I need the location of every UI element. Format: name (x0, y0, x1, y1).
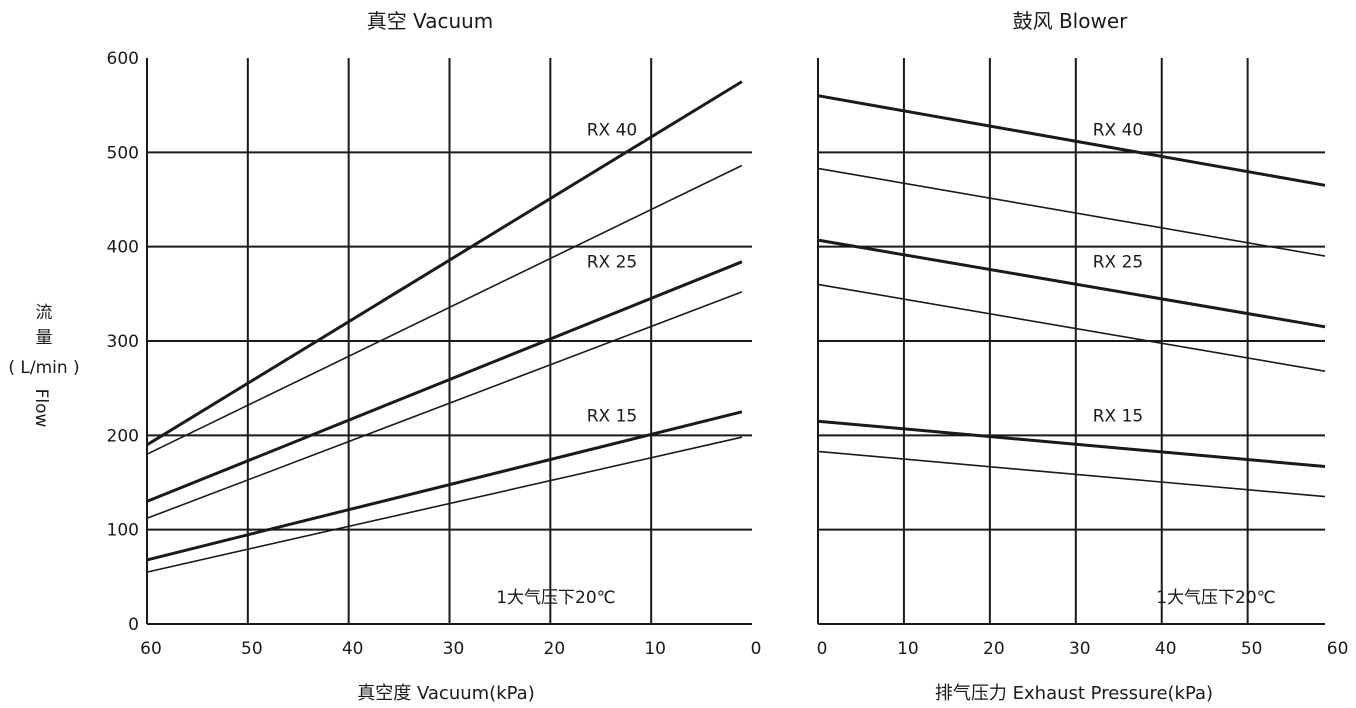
vacuum-y-tick-label: 400 (107, 238, 139, 258)
y-label-cn-1: 流 (36, 303, 53, 323)
vacuum-model-label: RX 40 (587, 120, 638, 140)
vacuum-model-label-bg (580, 404, 644, 427)
blower-model-label: RX 15 (1093, 406, 1144, 426)
blower-x-tick-label: 40 (1155, 639, 1177, 659)
blower-series-line-rx40-thin (817, 167, 1326, 257)
blower-chart-title: 鼓风 Blower (1013, 9, 1129, 33)
vacuum-x-tick-label: 60 (140, 639, 162, 659)
vacuum-y-tick-label: 200 (107, 426, 139, 446)
blower-series-line-rx15-thin (817, 450, 1326, 498)
vacuum-x-tick-label: 20 (544, 639, 566, 659)
blower-model-label: RX 40 (1093, 120, 1144, 140)
y-label-en: Flow (31, 389, 51, 428)
vacuum-series-line-rx25-bold (146, 260, 743, 503)
vacuum-y-tick-label: 500 (107, 143, 139, 163)
vacuum-series-line-rx40-bold (146, 80, 743, 447)
blower-x-tick-label: 0 (817, 639, 828, 659)
vacuum-y-tick-label: 100 (107, 521, 139, 541)
vacuum-note: 1大气压下20℃ (496, 588, 616, 608)
blower-series-line-rx15-bold (817, 419, 1326, 468)
y-label-unit: ( L/min ) (8, 358, 79, 378)
vacuum-series-line-rx40-thin (146, 164, 743, 455)
y-label-cn-2: 量 (36, 328, 53, 348)
shared-y-axis-label: 流 量 ( L/min ) Flow (8, 303, 79, 427)
blower-chart-panel: 鼓风 Blower 0 10 20 30 40 50 60 RX 40 RX 25 RX 15 1大气… (817, 9, 1349, 704)
vacuum-x-tick-label: 10 (644, 639, 666, 659)
vacuum-y-tick-label: 0 (128, 615, 139, 635)
blower-series-line-rx25-bold (817, 238, 1326, 329)
blower-x-tick-label: 10 (897, 639, 919, 659)
blower-x-tick-label: 50 (1241, 639, 1263, 659)
blower-model-label-bg (1086, 404, 1150, 427)
blower-model-label-bg (1086, 250, 1150, 273)
blower-series-line-rx25-thin (817, 283, 1326, 372)
vacuum-x-tick-label: 30 (443, 639, 465, 659)
vacuum-chart-title: 真空 Vacuum (367, 9, 494, 33)
blower-x-tick-label: 20 (983, 639, 1005, 659)
vacuum-x-tick-label: 0 (751, 639, 762, 659)
blower-model-label-bg (1086, 118, 1150, 141)
blower-x-tick-label: 30 (1069, 639, 1091, 659)
vacuum-series-line-rx15-thin (146, 436, 743, 573)
blower-x-tick-label: 60 (1327, 639, 1349, 659)
vacuum-x-axis-title: 真空度 Vacuum(kPa) (357, 683, 534, 704)
blower-x-axis-title: 排气压力 Exhaust Pressure(kPa) (935, 683, 1213, 704)
vacuum-x-tick-label: 50 (241, 639, 263, 659)
blower-model-label: RX 25 (1093, 253, 1144, 273)
vacuum-model-label-bg (580, 250, 644, 273)
vacuum-model-label-bg (580, 118, 644, 141)
blower-note: 1大气压下20℃ (1156, 588, 1276, 608)
vacuum-x-tick-label: 40 (342, 639, 364, 659)
vacuum-y-tick-label: 600 (107, 49, 139, 69)
vacuum-series-line-rx25-thin (146, 291, 743, 520)
blower-series-line-rx40-bold (817, 94, 1326, 187)
vacuum-y-tick-label: 300 (107, 332, 139, 352)
vacuum-model-label: RX 25 (587, 253, 638, 273)
vacuum-model-label: RX 15 (587, 406, 638, 426)
vacuum-series-line-rx15-bold (146, 410, 743, 562)
